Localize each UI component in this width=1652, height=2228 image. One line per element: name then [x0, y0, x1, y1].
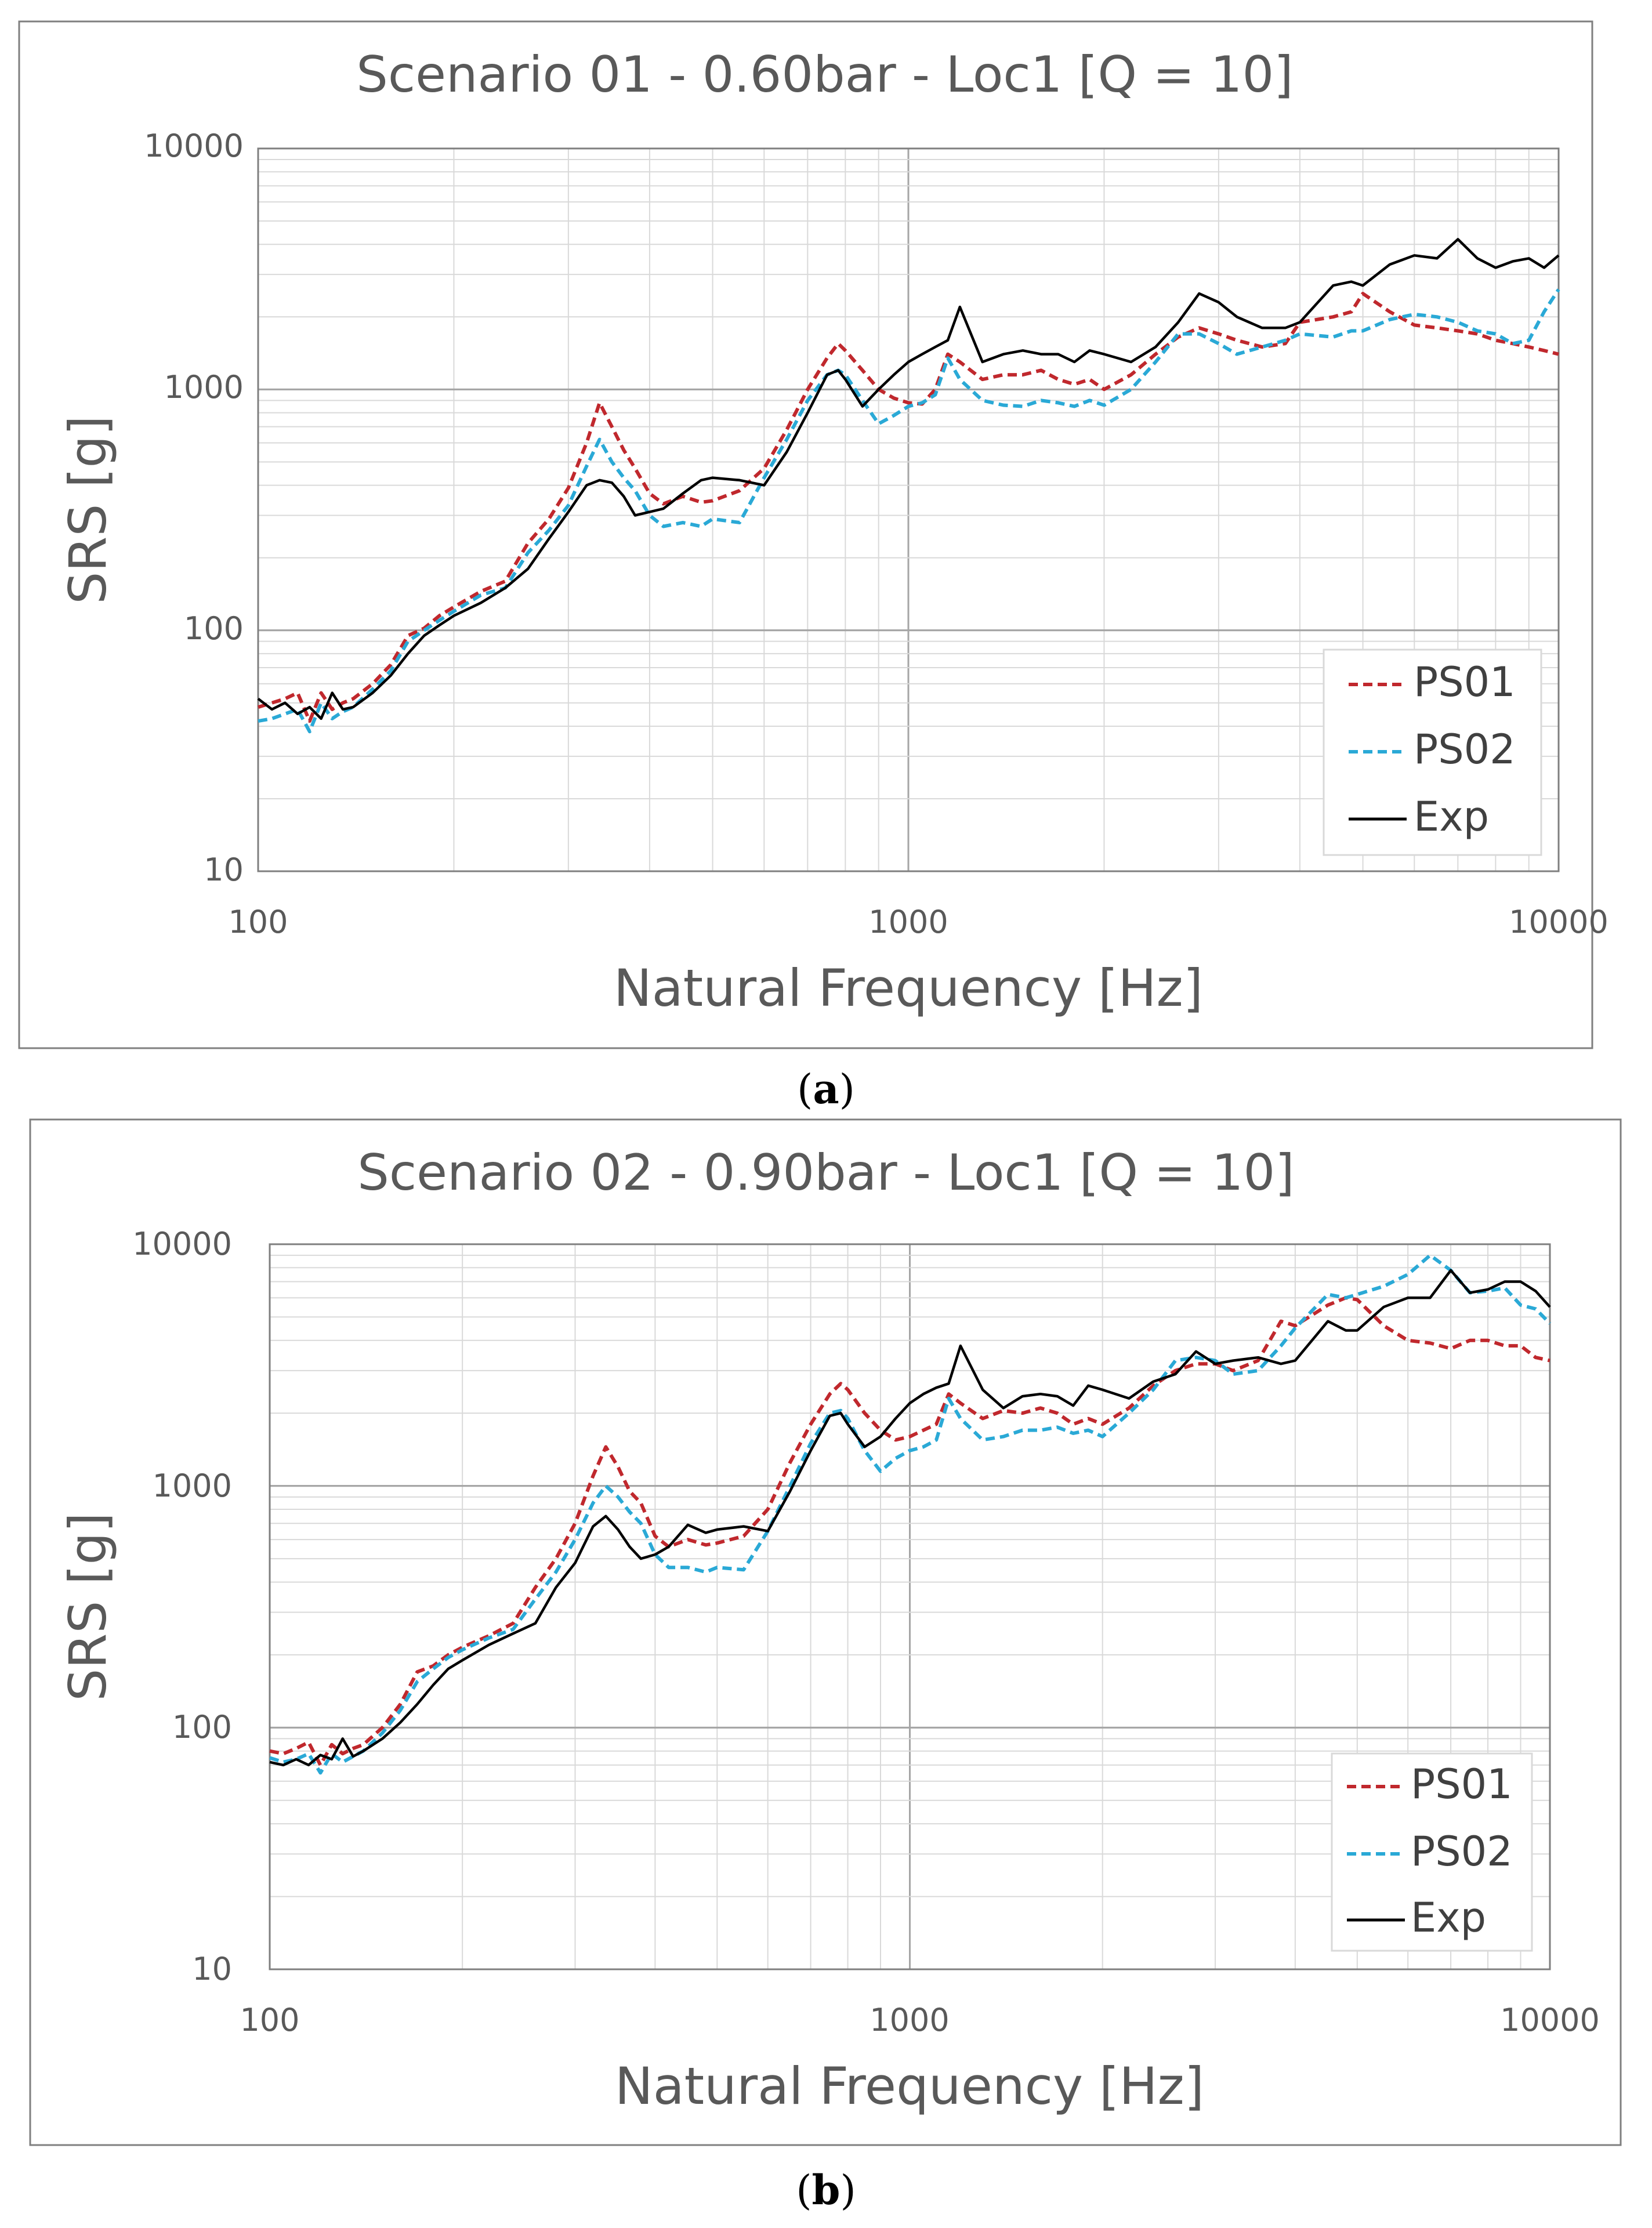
y-tick-label-10000: 10000	[144, 128, 244, 164]
y-tick-label-10000: 10000	[132, 1226, 232, 1262]
x-tick-label-10000: 10000	[1509, 904, 1608, 940]
panel-label-a: (a)	[797, 1065, 855, 1113]
y-axis-title-a: SRS [g]	[58, 415, 118, 604]
series-line-exp	[269, 1269, 1551, 1767]
legend-a: PS01 PS02 Exp	[1323, 649, 1542, 856]
legend-box-a	[1323, 649, 1542, 856]
y-tick-label-100: 100	[184, 610, 244, 647]
legend-b: PS01 PS02 Exp	[1331, 1752, 1533, 1952]
legend-label-exp: Exp	[1414, 793, 1489, 841]
x-tick-label-100: 100	[228, 904, 288, 940]
plot-area-a	[257, 147, 1560, 872]
y-tick-label-10: 10	[204, 852, 244, 888]
series-line-exp	[257, 238, 1560, 720]
y-tick-label-10: 10	[192, 1951, 232, 1987]
legend-label-ps01: PS01	[1414, 658, 1516, 706]
legend-label-ps01: PS01	[1411, 1760, 1513, 1808]
chart-frame-b	[29, 1118, 1622, 2146]
legend-label-exp: Exp	[1411, 1894, 1486, 1941]
series-group-b	[269, 1254, 1552, 1775]
chart-frame-a	[18, 20, 1593, 1049]
x-tick-label-10000: 10000	[1500, 2002, 1600, 2038]
series-line-ps02	[258, 288, 1560, 734]
series-line-ps02	[269, 1254, 1552, 1775]
series-line-ps01	[258, 292, 1559, 723]
plot-area-b	[269, 1243, 1551, 1970]
legend-label-ps02: PS02	[1411, 1828, 1513, 1875]
y-tick-label-100: 100	[172, 1709, 232, 1745]
legend-label-ps02: PS02	[1414, 726, 1516, 773]
y-tick-label-1000: 1000	[164, 369, 244, 405]
y-tick-label-1000: 1000	[153, 1468, 232, 1504]
chart-title-b: Scenario 02 - 0.90bar - Loc1 [Q = 10]	[357, 1144, 1294, 1202]
x-axis-title-a: Natural Frequency [Hz]	[614, 958, 1203, 1018]
chart-panel-b: Scenario 02 - 0.90bar - Loc1 [Q = 10] 10…	[29, 1118, 1622, 2146]
series-group-a	[257, 238, 1560, 734]
y-axis-title-b: SRS [g]	[58, 1512, 118, 1701]
x-tick-label-1000: 1000	[870, 2002, 949, 2038]
panel-label-b: (b)	[796, 2166, 856, 2214]
x-tick-label-1000: 1000	[868, 904, 948, 940]
x-tick-label-100: 100	[240, 2002, 299, 2038]
series-line-ps01	[269, 1296, 1550, 1767]
chart-panel-a: Scenario 01 - 0.60bar - Loc1 [Q = 10] 10…	[18, 20, 1608, 1049]
chart-title-a: Scenario 01 - 0.60bar - Loc1 [Q = 10]	[356, 46, 1293, 104]
x-axis-title-b: Natural Frequency [Hz]	[615, 2056, 1204, 2116]
